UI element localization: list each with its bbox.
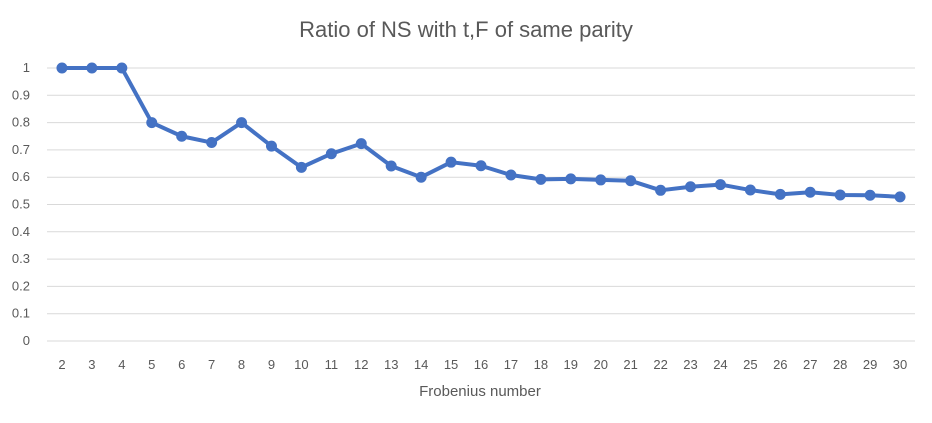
x-tick-label: 10 [294, 357, 308, 372]
x-tick-label: 17 [504, 357, 518, 372]
data-point [355, 138, 367, 150]
data-point [505, 169, 517, 181]
data-point [475, 160, 487, 172]
data-point [86, 62, 98, 74]
data-point [894, 191, 906, 203]
x-tick-label: 8 [238, 357, 245, 372]
data-point [415, 171, 427, 183]
y-tick-label: 0 [23, 333, 30, 348]
data-point [146, 117, 158, 129]
data-point [56, 62, 68, 74]
x-tick-label: 5 [148, 357, 155, 372]
data-point [385, 160, 397, 172]
y-tick-label: 1 [23, 60, 30, 75]
x-tick-label: 9 [268, 357, 275, 372]
data-point [535, 173, 547, 185]
gridlines [47, 67, 915, 342]
data-point [295, 161, 307, 173]
y-tick-label: 0.3 [12, 251, 30, 266]
y-tick-label: 0.6 [12, 169, 30, 184]
x-tick-label: 7 [208, 357, 215, 372]
y-tick-label: 0.2 [12, 278, 30, 293]
data-point [655, 184, 667, 196]
data-point [685, 181, 697, 193]
data-point [116, 62, 128, 74]
x-tick-label: 11 [325, 357, 339, 372]
chart-title: Ratio of NS with t,F of same parity [299, 17, 633, 42]
x-tick-label: 16 [474, 357, 488, 372]
y-tick-label: 0.5 [12, 197, 30, 212]
y-tick-label: 0.4 [12, 224, 30, 239]
data-point [445, 156, 457, 168]
data-point [774, 188, 786, 200]
x-tick-label: 25 [743, 357, 757, 372]
x-tick-label: 6 [178, 357, 185, 372]
data-point [804, 186, 816, 198]
x-tick-label: 26 [773, 357, 787, 372]
x-tick-label: 3 [88, 357, 95, 372]
data-point [864, 189, 876, 201]
data-point [236, 117, 248, 129]
data-point [625, 175, 637, 187]
x-tick-label: 22 [653, 357, 667, 372]
x-axis-ticks: 2 3 4 5 6 7 8 9 10 11 12 13 14 15 16 17 18 19 20 21 22 23 24 25… [58, 357, 907, 372]
x-tick-label: 13 [384, 357, 398, 372]
x-tick-label: 14 [414, 357, 428, 372]
x-axis-label: Frobenius number [419, 383, 541, 400]
x-tick-label: 30 [893, 357, 907, 372]
y-tick-label: 0.8 [12, 115, 30, 130]
data-point [744, 184, 756, 196]
series-group [56, 62, 906, 203]
data-point [176, 130, 188, 142]
x-tick-label: 27 [803, 357, 817, 372]
y-axis-ticks: 0 0.1 0.2 0.3 0.4 0.5 0.6 0.7 0.8 0.9 1 [12, 60, 30, 348]
data-point [265, 140, 277, 152]
data-point [714, 179, 726, 191]
x-tick-label: 21 [623, 357, 637, 372]
x-tick-label: 12 [354, 357, 368, 372]
y-tick-label: 0.9 [12, 87, 30, 102]
x-tick-label: 4 [118, 357, 125, 372]
x-tick-label: 19 [564, 357, 578, 372]
data-point [595, 174, 607, 186]
y-tick-label: 0.7 [12, 142, 30, 157]
x-tick-label: 15 [444, 357, 458, 372]
x-tick-label: 2 [58, 357, 65, 372]
data-point [834, 189, 846, 201]
data-point [565, 173, 577, 185]
x-tick-label: 23 [683, 357, 697, 372]
x-tick-label: 24 [713, 357, 727, 372]
y-tick-label: 0.1 [12, 306, 30, 321]
data-point [206, 137, 218, 149]
x-tick-label: 18 [534, 357, 548, 372]
x-tick-label: 29 [863, 357, 877, 372]
x-tick-label: 20 [593, 357, 607, 372]
data-point [325, 148, 337, 160]
x-tick-label: 28 [833, 357, 847, 372]
